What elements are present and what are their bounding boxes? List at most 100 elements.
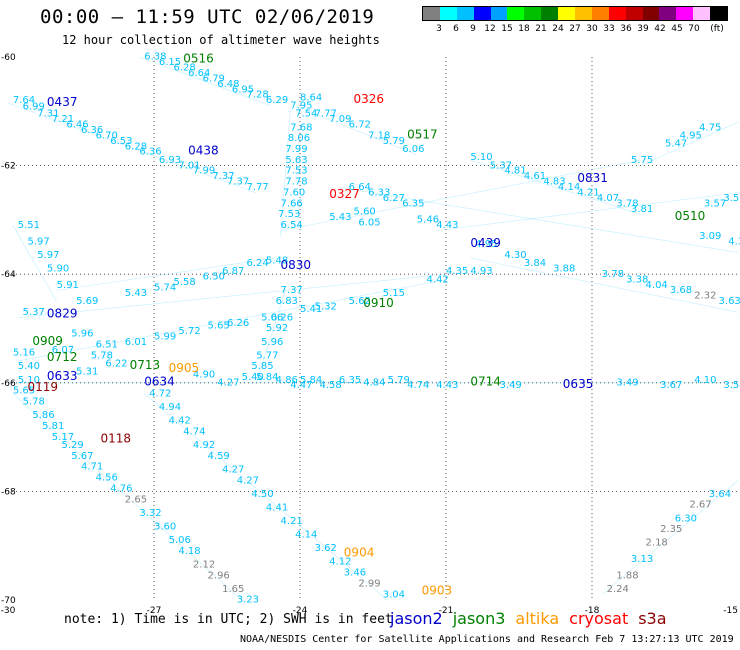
pass-time-label: 0439 (470, 236, 501, 250)
satellite-legend: jason2 jason3 altika cryosat s3a (390, 609, 677, 628)
wave-height-value: 6.64 (188, 68, 210, 79)
wave-height-value: 5.78 (23, 397, 45, 408)
wave-height-value: 6.26 (271, 312, 293, 323)
lon-tick-label: -27 (147, 606, 162, 616)
wave-height-value: 5.10 (470, 152, 492, 163)
lat-tick-label: -60 (1, 53, 16, 63)
wave-height-value: 2.96 (208, 570, 230, 581)
wave-height-value: 5.15 (383, 288, 405, 299)
map-subtitle: 12 hour collection of altimeter wave hei… (62, 33, 380, 47)
color-swatch (507, 7, 525, 20)
pass-time-label: 0904 (344, 546, 375, 560)
wave-height-value: 4.21 (577, 187, 599, 198)
wave-height-value: 6.35 (339, 375, 361, 386)
lon-tick-label: -18 (585, 606, 600, 616)
lat-tick-label: -70 (1, 596, 16, 606)
color-swatch (423, 7, 440, 20)
wave-height-value: 5.40 (18, 361, 40, 372)
wave-height-value: 5.40 (242, 372, 264, 383)
color-swatch (693, 7, 711, 20)
wave-height-value: 5.58 (173, 277, 195, 288)
wave-height-value: 7.37 (212, 171, 234, 182)
wave-height-value: 4.43 (436, 220, 458, 231)
wave-height-value: 6.27 (383, 193, 405, 204)
wave-height-value: 3.81 (631, 204, 653, 215)
wave-height-value: 7.18 (368, 130, 390, 141)
wave-height-value: 2.99 (358, 578, 380, 589)
wave-height-value: 4.30 (504, 250, 526, 261)
wave-height-value: 4.59 (208, 451, 230, 462)
color-scale-tick-label: 39 (637, 24, 649, 34)
wave-height-value: 6.26 (227, 318, 249, 329)
wave-height-value: 3.53 (723, 193, 740, 204)
wave-height-value: 3.62 (315, 543, 337, 554)
wave-height-value: 4.14 (558, 182, 580, 193)
wave-height-value: 2.12 (193, 559, 215, 570)
wave-height-value: 5.37 (490, 160, 512, 171)
satellite-track (640, 121, 739, 166)
wave-height-value: 6.54 (281, 220, 303, 231)
wave-height-value: 3.64 (709, 489, 731, 500)
wave-height-value: 4.18 (178, 546, 200, 557)
wave-height-value: 2.67 (689, 500, 711, 511)
wave-height-value: 7.53 (278, 209, 300, 220)
wave-height-value: 4.50 (251, 489, 273, 500)
wave-height-value: 3.67 (660, 380, 682, 391)
wave-height-value: 5.31 (76, 367, 98, 378)
wave-height-value: 5.91 (57, 280, 79, 291)
wave-height-value: 4.07 (597, 193, 619, 204)
color-swatch (625, 7, 643, 20)
wave-height-value: 7.53 (285, 166, 307, 177)
wave-height-value: 6.29 (266, 95, 288, 106)
map-title: 00:00 – 11:59 UTC 02/06/2019 (40, 6, 375, 28)
wave-height-value: 5.16 (13, 348, 35, 359)
color-scale-tick-label: 36 (620, 24, 632, 34)
pass-time-label: 0903 (422, 584, 453, 598)
wave-height-value: 6.36 (81, 125, 103, 136)
wave-height-value: 5.85 (251, 361, 273, 372)
pass-labels: 0516 0437 0326 0517 0438 0831 0327 0510 0439 0830… (27, 51, 705, 597)
wave-height-value: 5.17 (52, 432, 74, 443)
wave-height-value: 4.95 (475, 239, 497, 250)
wave-height-value: 5.92 (266, 323, 288, 334)
wave-height-value: 2.65 (125, 494, 147, 505)
wave-height-value: 5.51 (18, 220, 40, 231)
pass-time-label: 0831 (577, 171, 608, 185)
wave-height-value: 7.99 (285, 144, 307, 155)
wave-height-value: 6.28 (173, 63, 195, 74)
wave-height-value: 6.99 (23, 102, 45, 113)
wave-height-value: 5.62 (349, 296, 371, 307)
wave-height-value: 6.06 (402, 144, 424, 155)
wave-height-value: 6.50 (203, 272, 225, 283)
wave-height-value: 3.23 (237, 595, 259, 606)
wave-height-value: 6.48 (217, 79, 239, 90)
wave-height-value: 3.88 (553, 263, 575, 274)
wave-height-value: 5.99 (154, 331, 176, 342)
wave-height-value: 6.64 (349, 182, 371, 193)
wave-height-value: 7.54 (295, 109, 317, 120)
wave-height-value: 6.83 (276, 296, 298, 307)
note-text: note: 1) Time is in UTC; 2) SWH is in fe… (64, 612, 393, 627)
wave-height-value: 4.35 (446, 266, 468, 277)
wave-height-value: 3.38 (626, 274, 648, 285)
satellite-track (12, 393, 242, 601)
wave-height-value: 5.60 (354, 206, 376, 217)
wave-height-value: 4.94 (159, 402, 181, 413)
wave-height-value: 5.65 (13, 386, 35, 397)
wave-height-value: 4.90 (193, 369, 215, 380)
wave-height-value: 6.36 (139, 147, 161, 158)
lat-tick-label: -68 (1, 487, 16, 497)
wave-height-value: 4.86 (276, 375, 298, 386)
legend-item-cryosat: cryosat (569, 609, 629, 628)
wave-height-value: 2.24 (607, 584, 629, 595)
wave-height-value: 5.29 (62, 440, 84, 451)
wave-height-value: 5.96 (261, 337, 283, 348)
wave-height-value: 7.68 (290, 122, 312, 133)
lat-tick-label: -62 (1, 162, 16, 172)
wave-height-value: 5.90 (47, 263, 69, 274)
wave-height-value: 6.15 (159, 57, 181, 68)
wave-height-value: 4.81 (504, 166, 526, 177)
satellite-tracks (7, 56, 739, 601)
wave-height-value: 6.53 (110, 136, 132, 147)
